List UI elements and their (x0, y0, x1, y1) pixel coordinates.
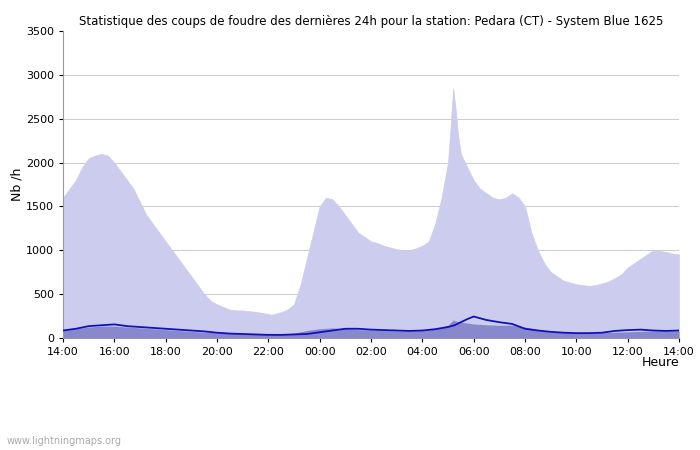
Title: Statistique des coups de foudre des dernières 24h pour la station: Pedara (CT) -: Statistique des coups de foudre des dern… (79, 14, 663, 27)
Text: Heure: Heure (641, 356, 679, 369)
Y-axis label: Nb /h: Nb /h (10, 168, 23, 201)
Text: www.lightningmaps.org: www.lightningmaps.org (7, 436, 122, 446)
